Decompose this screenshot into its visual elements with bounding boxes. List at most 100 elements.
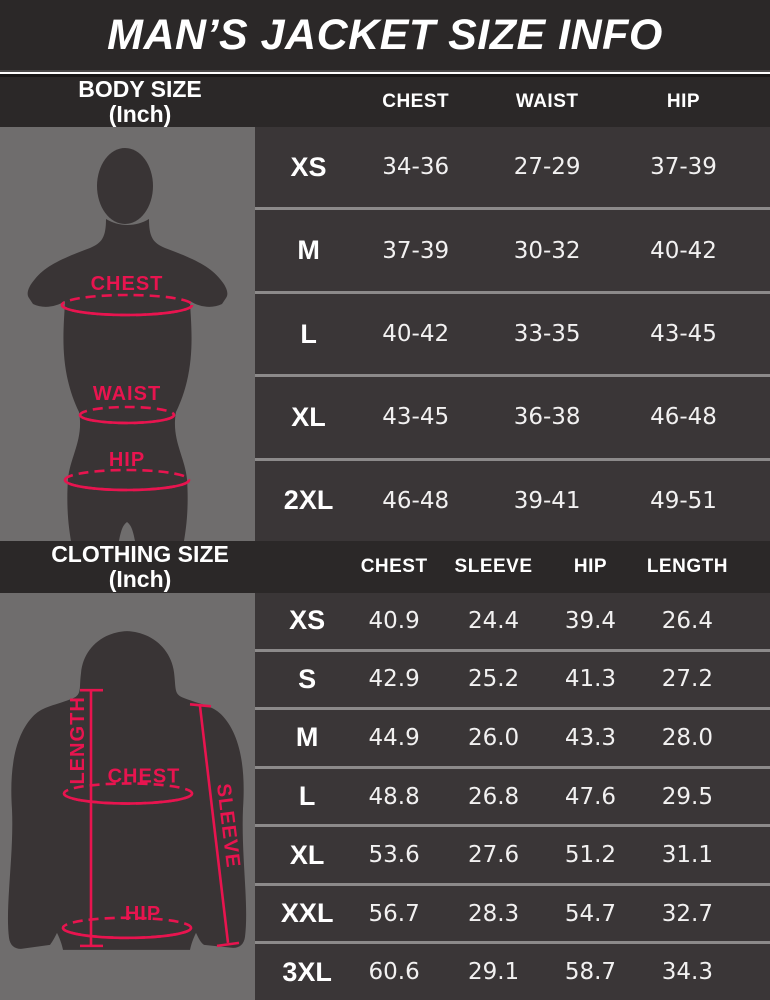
chest-cell: 44.9 xyxy=(368,724,420,751)
sleeve-cell: 24.4 xyxy=(467,607,520,634)
waist-cell: 33-35 xyxy=(513,321,581,348)
chest-cell: 40.9 xyxy=(368,607,420,634)
panel-title-line2: (Inch) xyxy=(108,566,172,592)
size-cell: M xyxy=(295,722,319,753)
clothing-column-headers: CHEST SLEEVE HIP LENGTH xyxy=(255,541,770,593)
table-row: L 40-42 33-35 43-45 xyxy=(255,290,770,374)
chest-cell: 37-39 xyxy=(382,237,450,264)
table-row: L 48.8 26.8 47.6 29.5 xyxy=(255,765,770,825)
table-row: XL 53.6 27.6 51.2 31.1 xyxy=(255,824,770,883)
table-row: M 37-39 30-32 40-42 xyxy=(255,207,770,290)
clothing-size-section: CLOTHING SIZE (Inch) CHEST SLEEVE HIP LE… xyxy=(0,541,770,1000)
size-cell: XS xyxy=(289,605,326,636)
hip-cell: 47.6 xyxy=(564,783,617,810)
waist-ellipse-solid-arc xyxy=(78,414,176,425)
title-band: MAN’S JACKET SIZE INFO xyxy=(0,0,770,70)
clothing-size-content: LENGTH CHEST SLEEVE HIP XS 40.9 24.4 39.… xyxy=(0,593,770,1000)
waist-cell: 27-29 xyxy=(513,154,581,181)
body-head xyxy=(97,148,153,224)
waist-cell: 30-32 xyxy=(513,237,581,264)
hip-cell: 46-48 xyxy=(650,404,717,431)
size-cell: L xyxy=(300,318,317,349)
length-cell: 34.3 xyxy=(661,959,713,986)
size-cell: S xyxy=(298,663,317,694)
chest-cell: 43-45 xyxy=(382,404,450,431)
chest-cell: 40-42 xyxy=(382,321,450,348)
jacket-silhouette-figure: LENGTH CHEST SLEEVE HIP xyxy=(7,631,247,950)
size-cell: XL xyxy=(291,401,326,432)
table-row: 2XL 46-48 39-41 49-51 xyxy=(255,457,770,541)
table-row: XS 34-36 27-29 37-39 xyxy=(255,127,770,207)
chest-cell: 56.7 xyxy=(368,900,420,927)
sleeve-cell: 27.6 xyxy=(467,842,520,869)
hip-label: HIP xyxy=(109,449,145,471)
body-size-section: BODY SIZE (Inch) CHEST WAIST HIP xyxy=(0,77,770,541)
hip-cell: 37-39 xyxy=(650,154,717,181)
size-cell: 3XL xyxy=(282,956,332,987)
hip-cell: 54.7 xyxy=(564,900,617,927)
table-row: XL 43-45 36-38 46-48 xyxy=(255,374,770,457)
chest-cell: 42.9 xyxy=(368,666,420,693)
sleeve-cell: 25.2 xyxy=(467,666,520,693)
hip-cell: 58.7 xyxy=(564,959,617,986)
jacket-diagram-panel: LENGTH CHEST SLEEVE HIP xyxy=(0,593,255,1000)
sleeve-cell: 26.0 xyxy=(467,724,520,751)
chest-label: CHEST xyxy=(108,765,181,787)
waist-cell: 39-41 xyxy=(513,487,581,514)
clothing-size-panel-title: CLOTHING SIZE (Inch) xyxy=(0,541,255,593)
length-cell: 29.5 xyxy=(661,783,713,810)
size-cell: XXL xyxy=(280,898,334,929)
chest-label: CHEST xyxy=(91,273,164,295)
size-cell: XS xyxy=(290,151,327,182)
hip-ellipse-solid-arc xyxy=(61,927,193,940)
chest-cell: 53.6 xyxy=(368,842,420,869)
body-column-headers: CHEST WAIST HIP xyxy=(255,77,770,127)
table-row: XXL 56.7 28.3 54.7 32.7 xyxy=(255,882,770,942)
chest-cell: 60.6 xyxy=(368,959,420,986)
panel-title-line1: CLOTHING SIZE xyxy=(51,541,229,568)
sleeve-line-bottom-cap xyxy=(216,941,240,948)
body-diagram-panel: CHEST WAIST HIP xyxy=(0,127,255,541)
sleeve-cell: 29.1 xyxy=(467,959,520,986)
col-header-chest: CHEST xyxy=(382,91,450,112)
hip-cell: 43.3 xyxy=(564,724,617,751)
chest-cell: 46-48 xyxy=(382,487,450,514)
chest-cell: 48.8 xyxy=(368,783,420,810)
clothing-size-table: XS 40.9 24.4 39.4 26.4 S 42.9 25.2 41.3 … xyxy=(255,593,770,1000)
col-header-length: LENGTH xyxy=(646,556,728,577)
sleeve-line-top-cap xyxy=(189,702,212,708)
chest-cell: 34-36 xyxy=(382,154,450,181)
body-silhouette-figure: CHEST WAIST HIP xyxy=(27,148,228,541)
col-header-waist: WAIST xyxy=(515,91,579,112)
sleeve-cell: 26.8 xyxy=(467,783,520,810)
chest-ellipse-solid-arc xyxy=(62,793,194,805)
size-cell: XL xyxy=(289,839,325,870)
chest-ellipse-solid-arc xyxy=(60,304,194,317)
body-size-header: BODY SIZE (Inch) CHEST WAIST HIP xyxy=(0,77,770,127)
col-header-hip: HIP xyxy=(666,91,701,112)
table-row: M 44.9 26.0 43.3 28.0 xyxy=(255,707,770,766)
sleeve-line xyxy=(198,706,230,944)
hip-label: HIP xyxy=(125,903,161,925)
hip-cell: 51.2 xyxy=(564,842,617,869)
size-cell: M xyxy=(297,235,320,266)
panel-title-line1: BODY SIZE xyxy=(78,76,202,103)
table-row: XS 40.9 24.4 39.4 26.4 xyxy=(255,593,770,649)
length-label: LENGTH xyxy=(67,696,89,784)
length-cell: 28.0 xyxy=(661,724,713,751)
hip-cell: 49-51 xyxy=(650,487,717,514)
length-cell: 27.2 xyxy=(661,666,713,693)
hip-ellipse-solid-arc xyxy=(63,479,191,492)
body-size-table: XS 34-36 27-29 37-39 M 37-39 30-32 40-42… xyxy=(255,127,770,541)
table-row: 3XL 60.6 29.1 58.7 34.3 xyxy=(255,941,770,1000)
clothing-size-header: CLOTHING SIZE (Inch) CHEST SLEEVE HIP LE… xyxy=(0,541,770,593)
length-cell: 31.1 xyxy=(661,842,713,869)
title-divider xyxy=(0,70,770,77)
length-cell: 32.7 xyxy=(661,900,713,927)
hip-cell: 43-45 xyxy=(650,321,717,348)
table-row: S 42.9 25.2 41.3 27.2 xyxy=(255,648,770,708)
waist-cell: 36-38 xyxy=(513,404,581,431)
size-cell: 2XL xyxy=(283,485,334,516)
body-size-content: CHEST WAIST HIP XS 34-36 27-29 37-39 M 3… xyxy=(0,127,770,541)
jacket-silhouette xyxy=(7,631,247,950)
